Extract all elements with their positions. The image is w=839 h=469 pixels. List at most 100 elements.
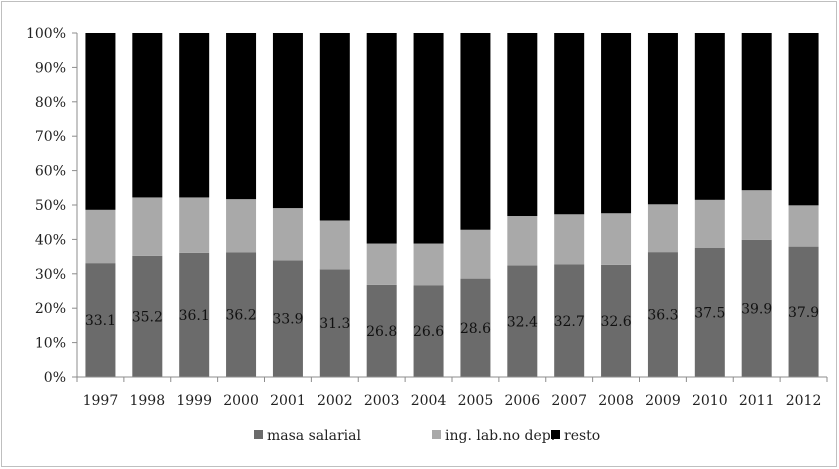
bar-segment-3-2000 bbox=[226, 33, 257, 200]
bar-segment-2-2008 bbox=[601, 213, 632, 265]
x-tick-label: 2012 bbox=[786, 393, 822, 409]
bar-segment-2-2000 bbox=[226, 199, 257, 253]
bar-segment-1-2004 bbox=[413, 285, 444, 377]
x-tick-label: 2004 bbox=[411, 393, 447, 409]
bar-segment-3-2004 bbox=[413, 33, 444, 244]
data-label: 33.9 bbox=[272, 312, 303, 328]
bar-segment-1-2002 bbox=[319, 269, 350, 377]
bar-segment-3-2001 bbox=[272, 33, 303, 209]
x-tick-label: 2008 bbox=[598, 393, 634, 409]
data-label: 35.2 bbox=[132, 309, 163, 325]
bar-segment-2-2005 bbox=[460, 229, 491, 279]
y-tick-label: 20% bbox=[35, 301, 66, 317]
y-tick-label: 60% bbox=[35, 164, 66, 180]
data-label: 39.9 bbox=[741, 301, 772, 317]
bar-segment-1-2007 bbox=[554, 264, 585, 377]
bar-segment-1-2011 bbox=[741, 239, 772, 377]
y-tick-label: 10% bbox=[35, 336, 66, 352]
bar-segment-3-2009 bbox=[647, 33, 678, 205]
bar-segment-1-2003 bbox=[366, 284, 397, 377]
bar-segment-2-1999 bbox=[179, 197, 210, 253]
x-tick-label: 2011 bbox=[739, 393, 775, 409]
bar-segment-3-1999 bbox=[179, 33, 210, 198]
bar-segment-3-2003 bbox=[366, 33, 397, 244]
bar-segment-2-1998 bbox=[132, 197, 163, 256]
bar-segment-1-2001 bbox=[272, 260, 303, 377]
data-label: 36.1 bbox=[179, 308, 210, 324]
bar-segment-3-1997 bbox=[85, 33, 116, 210]
data-label: 33.1 bbox=[85, 313, 116, 329]
bar-segment-2-2012 bbox=[788, 205, 819, 247]
data-label: 28.6 bbox=[460, 321, 491, 337]
x-tick-label: 2007 bbox=[551, 393, 587, 409]
x-tick-label: 1999 bbox=[176, 393, 212, 409]
bar-segment-1-2000 bbox=[226, 252, 257, 377]
bar-segment-2-2003 bbox=[366, 243, 397, 285]
x-tick-label: 2009 bbox=[645, 393, 681, 409]
bar-segment-3-2008 bbox=[601, 33, 632, 214]
x-tick-label: 1997 bbox=[83, 393, 119, 409]
y-tick-label: 100% bbox=[26, 26, 66, 42]
legend-swatch-3 bbox=[551, 430, 560, 439]
x-tick-label: 2001 bbox=[270, 393, 306, 409]
data-label: 37.9 bbox=[788, 305, 819, 321]
bar-segment-1-1998 bbox=[132, 255, 163, 377]
bar-segment-3-2002 bbox=[319, 33, 350, 221]
bar-segment-3-2010 bbox=[694, 33, 725, 200]
bar-segment-1-2005 bbox=[460, 278, 491, 377]
legend-label-3: resto bbox=[564, 428, 600, 444]
x-tick-label: 2005 bbox=[458, 393, 494, 409]
x-tick-label: 2010 bbox=[692, 393, 728, 409]
x-tick-label: 2006 bbox=[504, 393, 540, 409]
x-tick-label: 2003 bbox=[364, 393, 400, 409]
x-tick-label: 1998 bbox=[129, 393, 165, 409]
y-tick-label: 50% bbox=[35, 198, 66, 214]
bar-segment-2-2004 bbox=[413, 243, 444, 286]
y-tick-label: 90% bbox=[35, 60, 66, 76]
data-label: 36.2 bbox=[225, 308, 256, 324]
bar-segment-2-2007 bbox=[554, 214, 585, 265]
bar-segment-1-2010 bbox=[694, 248, 725, 377]
bar-segment-2-1997 bbox=[85, 209, 116, 264]
bar-segment-1-2012 bbox=[788, 246, 819, 377]
bar-segment-1-2006 bbox=[507, 265, 538, 377]
legend-swatch-1 bbox=[254, 430, 263, 439]
plot-area: 0% 10% 20% 30% 40% 50% 60% 70% 80% 90% 100% 1997 199… bbox=[26, 26, 828, 409]
bar-segment-2-2011 bbox=[741, 190, 772, 240]
y-tick-label: 30% bbox=[35, 267, 66, 283]
bar-segment-3-2011 bbox=[741, 33, 772, 191]
bar-segment-3-2005 bbox=[460, 33, 491, 230]
y-tick-label: 70% bbox=[35, 129, 66, 145]
bar-segment-2-2002 bbox=[319, 220, 350, 270]
y-tick-label: 40% bbox=[35, 232, 66, 248]
bar-segment-3-2012 bbox=[788, 33, 819, 206]
x-tick-label: 2000 bbox=[223, 393, 259, 409]
legend-swatch-2 bbox=[432, 430, 441, 439]
y-tick-label: 0% bbox=[44, 370, 66, 386]
x-tick-label: 2002 bbox=[317, 393, 353, 409]
data-label: 26.6 bbox=[413, 324, 444, 340]
bar-segment-1-1999 bbox=[179, 252, 210, 377]
data-label: 36.3 bbox=[647, 308, 678, 324]
bar-segment-2-2009 bbox=[647, 204, 678, 253]
data-label: 31.3 bbox=[319, 316, 350, 332]
y-tick-label: 80% bbox=[35, 95, 66, 111]
bar-segment-3-1998 bbox=[132, 33, 163, 198]
legend: masa salarial ing. lab.no dep. resto bbox=[254, 428, 600, 444]
data-label: 26.8 bbox=[366, 324, 397, 340]
bar-segment-2-2006 bbox=[507, 216, 538, 266]
data-label: 32.7 bbox=[554, 314, 585, 330]
bar-segment-3-2006 bbox=[507, 33, 538, 217]
legend-label-1: masa salarial bbox=[267, 428, 361, 444]
data-label: 32.4 bbox=[507, 314, 538, 330]
bar-segment-2-2010 bbox=[694, 199, 725, 248]
bar-segment-1-2008 bbox=[601, 264, 632, 377]
bar-segment-1-2009 bbox=[647, 252, 678, 377]
bar-segment-3-2007 bbox=[554, 33, 585, 215]
legend-label-2: ing. lab.no dep. bbox=[445, 428, 555, 444]
bar-segment-2-2001 bbox=[272, 208, 303, 261]
data-label: 37.5 bbox=[694, 306, 725, 322]
bar-segment-1-1997 bbox=[85, 263, 116, 377]
